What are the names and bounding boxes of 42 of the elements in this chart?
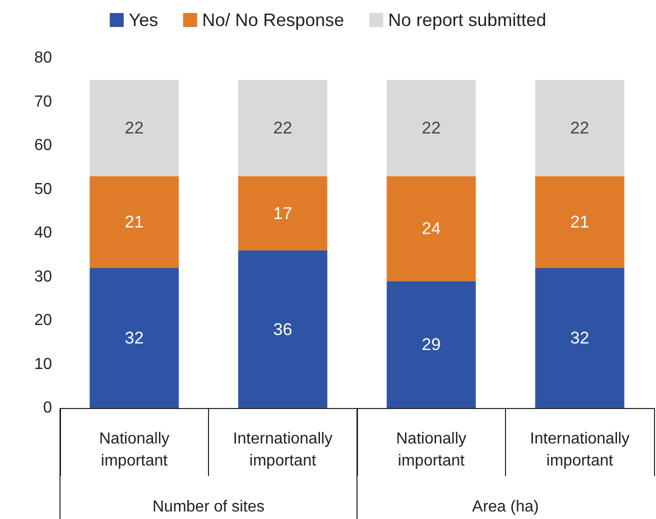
y-tick-label: 70 (34, 93, 52, 110)
bar (90, 80, 179, 176)
bar (238, 80, 328, 176)
data-label: 29 (422, 335, 441, 354)
y-tick-label: 0 (43, 400, 52, 416)
data-label: 22 (124, 118, 144, 138)
x-tick-label: Internationally important (232, 430, 333, 470)
data-label: 21 (570, 212, 590, 232)
y-tick-label: 30 (34, 268, 52, 286)
data-label: 32 (570, 328, 590, 348)
x-tick-label: Nationally important (396, 430, 466, 470)
x-tick-label: Internationally important (530, 430, 630, 470)
data-label: 22 (273, 118, 292, 138)
y-tick-label: 60 (34, 137, 52, 154)
bar (386, 80, 476, 176)
y-tick-label: 10 (34, 356, 52, 373)
bar (238, 176, 328, 250)
y-tick-label: 50 (34, 180, 52, 198)
bar (535, 80, 624, 176)
data-label: 22 (422, 118, 441, 138)
bar (386, 176, 476, 282)
bar (90, 176, 179, 268)
y-tick-label: 40 (34, 224, 52, 242)
text: Number of sites (152, 498, 265, 516)
bar (238, 250, 328, 408)
bar (386, 281, 476, 408)
data-label: 21 (124, 212, 144, 232)
legend-label: No report submitted (388, 10, 546, 30)
legend-label: Yes (128, 10, 158, 30)
y-tick-label: 80 (34, 50, 52, 66)
bar (535, 176, 624, 268)
bar (90, 268, 179, 408)
text: Area (ha) (472, 498, 539, 516)
data-label: 24 (422, 219, 441, 238)
y-tick-label: 20 (34, 312, 52, 329)
data-label: 17 (273, 204, 292, 223)
data-label: 36 (273, 320, 292, 339)
legend-label: No/ No Response (202, 10, 344, 30)
data-label: 22 (570, 118, 590, 138)
data-label: 32 (124, 328, 144, 348)
x-tick-label: Nationally important (99, 430, 170, 470)
bar (535, 268, 624, 408)
